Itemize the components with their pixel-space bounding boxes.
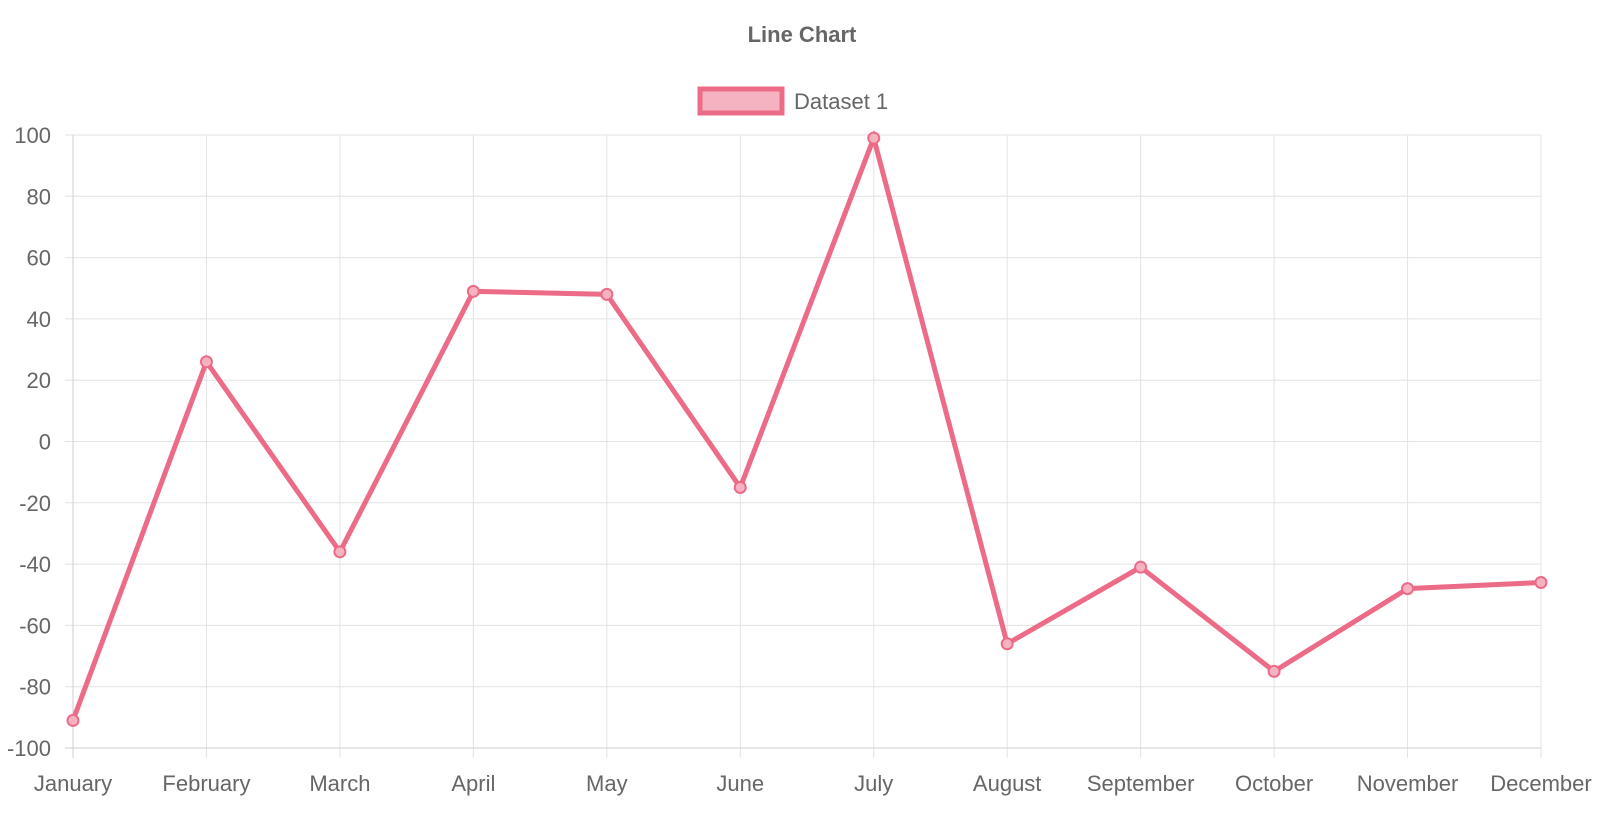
series-dataset-1 bbox=[66, 129, 1548, 727]
x-tick-label: February bbox=[162, 771, 250, 796]
data-point[interactable] bbox=[1401, 582, 1415, 596]
data-point[interactable] bbox=[733, 480, 747, 494]
x-tick-label: March bbox=[309, 771, 370, 796]
y-tick-label: 40 bbox=[27, 307, 51, 332]
data-point[interactable] bbox=[1534, 575, 1548, 589]
legend[interactable]: Dataset 1 bbox=[697, 86, 888, 116]
chart-title: Line Chart bbox=[748, 22, 857, 47]
x-tick-label: July bbox=[854, 771, 893, 796]
x-tick-label: September bbox=[1087, 771, 1195, 796]
x-tick-label: October bbox=[1235, 771, 1313, 796]
data-point[interactable] bbox=[1134, 560, 1148, 574]
y-axis-ticks: 100 80 60 40 20 0 -20 -40 -60 -80 -100 bbox=[7, 123, 51, 761]
y-tick-label: -80 bbox=[19, 675, 51, 700]
x-tick-label: November bbox=[1357, 771, 1458, 796]
y-tick-label: -100 bbox=[7, 736, 51, 761]
data-point[interactable] bbox=[1267, 664, 1281, 678]
x-tick-label: August bbox=[973, 771, 1042, 796]
x-tick-label: April bbox=[451, 771, 495, 796]
y-tick-label: -60 bbox=[19, 613, 51, 638]
y-tick-label: 20 bbox=[27, 368, 51, 393]
y-tick-label: 0 bbox=[39, 430, 51, 455]
x-tick-label: June bbox=[716, 771, 764, 796]
series-line-dataset-1 bbox=[70, 129, 1542, 722]
data-point[interactable] bbox=[333, 545, 347, 559]
y-tick-label: -20 bbox=[19, 491, 51, 516]
y-tick-label: 60 bbox=[27, 246, 51, 271]
data-point[interactable] bbox=[66, 713, 80, 727]
grid bbox=[65, 134, 1542, 758]
legend-label-dataset-1[interactable]: Dataset 1 bbox=[794, 89, 888, 114]
legend-swatch[interactable] bbox=[697, 86, 785, 116]
x-tick-label: December bbox=[1490, 771, 1591, 796]
x-tick-label: May bbox=[586, 771, 628, 796]
y-tick-label: 100 bbox=[14, 123, 51, 148]
y-tick-label: -40 bbox=[19, 552, 51, 577]
data-point[interactable] bbox=[867, 131, 881, 145]
data-point[interactable] bbox=[600, 287, 614, 301]
x-tick-label: January bbox=[34, 771, 112, 796]
y-tick-label: 80 bbox=[27, 184, 51, 209]
x-axis-ticks: January February March April May June July Augu… bbox=[34, 771, 1592, 796]
data-point[interactable] bbox=[466, 284, 480, 298]
data-point[interactable] bbox=[199, 355, 213, 369]
data-point[interactable] bbox=[1000, 637, 1014, 651]
